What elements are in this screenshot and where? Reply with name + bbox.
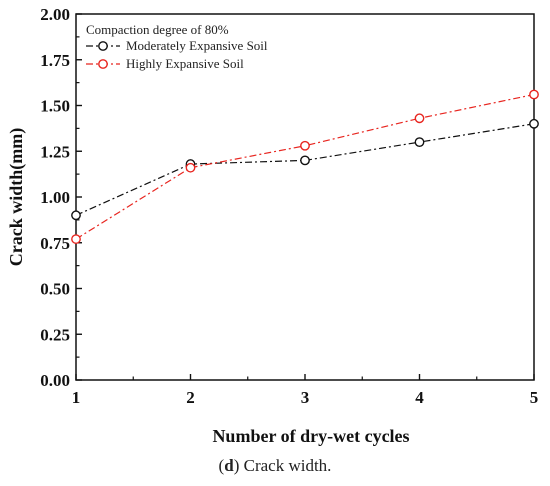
data-point [185,162,196,173]
data-point [71,234,81,244]
y-axis-title: Crack width(mm) [6,128,27,266]
y-tick-label: 0.50 [40,280,70,299]
series-line [75,93,535,240]
series-line [75,123,535,216]
x-axis-title: Number of dry-wet cycles [212,426,409,446]
legend-label: Highly Expansive Soil [126,56,244,71]
series-layer [71,89,539,244]
x-tick-label: 3 [301,388,310,407]
figure-caption: (d) Crack width. [218,456,332,475]
data-point [414,137,425,148]
chart: 0.00 0.25 0.50 0.75 1.00 1.25 1.50 1.75 2.00 1 2 3… [6,5,539,446]
legend-swatch-marker [98,59,108,69]
data-point [300,155,310,166]
data-point [71,210,81,221]
y-tick-label: 0.00 [40,371,70,390]
data-point [414,113,425,124]
y-tick-label: 1.75 [40,51,70,70]
caption-letter: d [224,456,234,475]
legend-swatch-marker [98,41,108,51]
y-tick-label: 2.00 [40,5,70,24]
data-point [529,89,539,100]
legend-item: Highly Expansive Soil [86,56,244,71]
y-tick-label: 1.00 [40,188,70,207]
data-point [300,140,310,151]
y-tick-label: 0.25 [40,325,70,344]
y-tick-label: 1.25 [40,142,70,161]
caption-text: Crack width. [239,456,332,475]
legend-label: Moderately Expansive Soil [126,38,268,53]
series-0 [71,118,539,221]
legend-item: Moderately Expansive Soil [86,38,268,53]
legend-title: Compaction degree of 80% [86,22,229,37]
x-tick-label: 2 [186,388,195,407]
data-point [529,118,539,129]
x-axis: 1 2 3 4 5 [72,374,539,407]
series-1 [71,89,539,244]
y-tick-label: 1.50 [40,97,70,116]
legend: Compaction degree of 80%Moderately Expan… [86,22,268,71]
x-tick-label: 1 [72,388,81,407]
y-tick-label: 0.75 [40,234,70,253]
x-tick-label: 5 [530,388,539,407]
x-tick-label: 4 [415,388,424,407]
